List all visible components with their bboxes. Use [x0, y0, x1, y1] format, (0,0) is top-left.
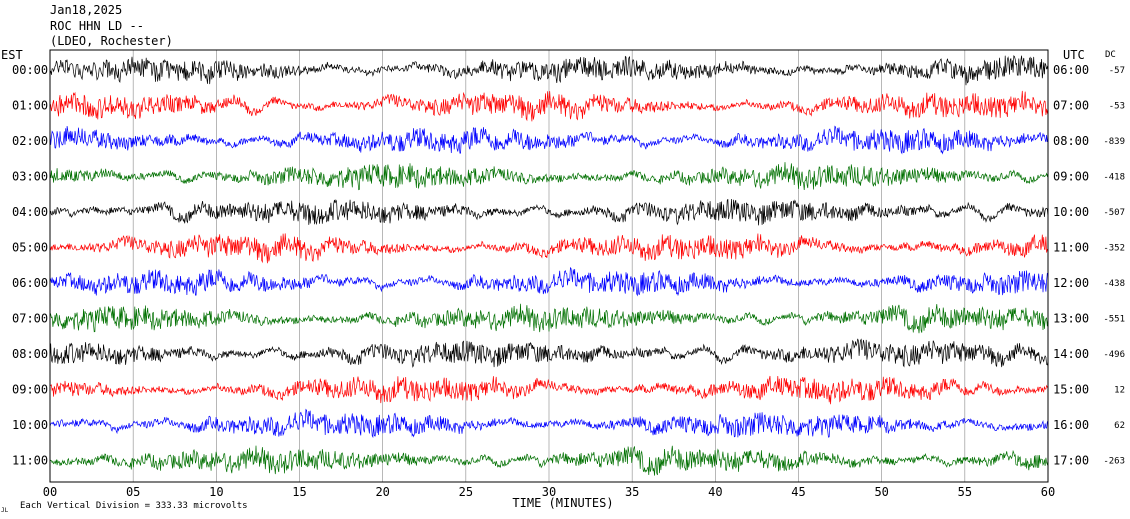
left-timezone-label: EST: [1, 48, 23, 62]
dc-value-label: -496: [1103, 350, 1125, 360]
dc-value-label: -418: [1103, 173, 1125, 183]
dc-value-label: -53: [1109, 102, 1125, 112]
grid-lines: [49, 50, 1049, 482]
est-row-label: 08:00: [12, 347, 48, 361]
dc-value-label: 62: [1114, 421, 1125, 431]
seismic-trace: [49, 233, 1049, 264]
est-row-label: 01:00: [12, 99, 48, 113]
x-tick-label: 60: [1041, 485, 1055, 499]
utc-time-labels: 06:00 07:00 08:00 09:00 10:00 11:00 12:00 13:00…: [1053, 63, 1089, 468]
x-tick-label: 40: [708, 485, 722, 499]
seismic-trace: [49, 445, 1049, 476]
est-row-label: 11:00: [12, 454, 48, 468]
dc-label: DC: [1105, 50, 1116, 60]
seismic-trace: [49, 90, 1049, 122]
seismic-trace: [49, 338, 1049, 368]
dc-value-label: -263: [1103, 457, 1125, 467]
utc-row-label: 15:00: [1053, 383, 1089, 397]
est-row-label: 04:00: [12, 205, 48, 219]
dc-value-label: -551: [1103, 315, 1125, 325]
utc-row-label: 10:00: [1053, 205, 1089, 219]
x-tick-label: 20: [375, 485, 389, 499]
est-row-label: 05:00: [12, 241, 48, 255]
seismic-trace: [49, 162, 1049, 191]
dc-value-label: -438: [1103, 279, 1125, 289]
est-row-label: 00:00: [12, 63, 48, 77]
scale-footer: Each Vertical Division = 333.33 microvol…: [20, 501, 248, 511]
x-tick-label: 10: [209, 485, 223, 499]
x-tick-label: 25: [459, 485, 473, 499]
seismic-trace: [49, 408, 1049, 439]
dc-value-label: -57: [1109, 66, 1125, 76]
est-row-label: 03:00: [12, 170, 48, 184]
x-tick-label: 30: [542, 485, 556, 499]
est-row-label: 02:00: [12, 134, 48, 148]
x-tick-label: 50: [874, 485, 888, 499]
plot-frame: [49, 49, 1049, 483]
utc-row-label: 09:00: [1053, 170, 1089, 184]
x-tick-label: 45: [791, 485, 805, 499]
seismic-trace: [49, 55, 1049, 86]
x-axis-label: TIME (MINUTES): [512, 496, 613, 510]
utc-row-label: 12:00: [1053, 276, 1089, 290]
utc-row-label: 14:00: [1053, 347, 1089, 361]
corner-mark: JL: [1, 507, 9, 514]
utc-row-label: 11:00: [1053, 241, 1089, 255]
utc-row-label: 13:00: [1053, 312, 1089, 326]
seismic-trace: [49, 266, 1049, 297]
x-tick-label: 55: [958, 485, 972, 499]
est-time-labels: 00:00 01:00 02:00 03:00 04:00 05:00 06:00 07:00…: [12, 63, 48, 468]
x-tick-label: 15: [292, 485, 306, 499]
x-tick-label: 35: [625, 485, 639, 499]
header-location: (LDEO, Rochester): [50, 34, 173, 48]
utc-row-label: 17:00: [1053, 454, 1089, 468]
dc-value-label: -839: [1103, 137, 1125, 147]
utc-row-label: 08:00: [1053, 134, 1089, 148]
seismic-trace: [49, 375, 1049, 405]
est-row-label: 10:00: [12, 418, 48, 432]
est-row-label: 09:00: [12, 383, 48, 397]
header-date: Jan18,2025: [50, 3, 122, 17]
est-row-label: 06:00: [12, 276, 48, 290]
seismic-trace: [49, 125, 1049, 155]
header-station: ROC HHN LD --: [50, 19, 144, 33]
trace-group: [49, 55, 1049, 476]
seismic-trace: [49, 303, 1049, 334]
utc-row-label: 16:00: [1053, 418, 1089, 432]
right-timezone-label: UTC: [1063, 48, 1085, 62]
dc-value-label: -352: [1103, 244, 1125, 254]
utc-row-label: 07:00: [1053, 99, 1089, 113]
est-row-label: 07:00: [12, 312, 48, 326]
x-tick-label: 05: [126, 485, 140, 499]
dc-offset-labels: -57 -53 -839 -418 -507 -352 -438 -551 -496 12 62 -2…: [1103, 66, 1125, 467]
utc-row-label: 06:00: [1053, 63, 1089, 77]
dc-value-label: 12: [1114, 386, 1125, 396]
seismic-trace: [49, 198, 1049, 226]
dc-value-label: -507: [1103, 208, 1125, 218]
x-tick-label: 00: [43, 485, 57, 499]
x-tick-labels: 00 05 10 15 20 25 30 35 40 45 50 55 60: [43, 485, 1055, 499]
